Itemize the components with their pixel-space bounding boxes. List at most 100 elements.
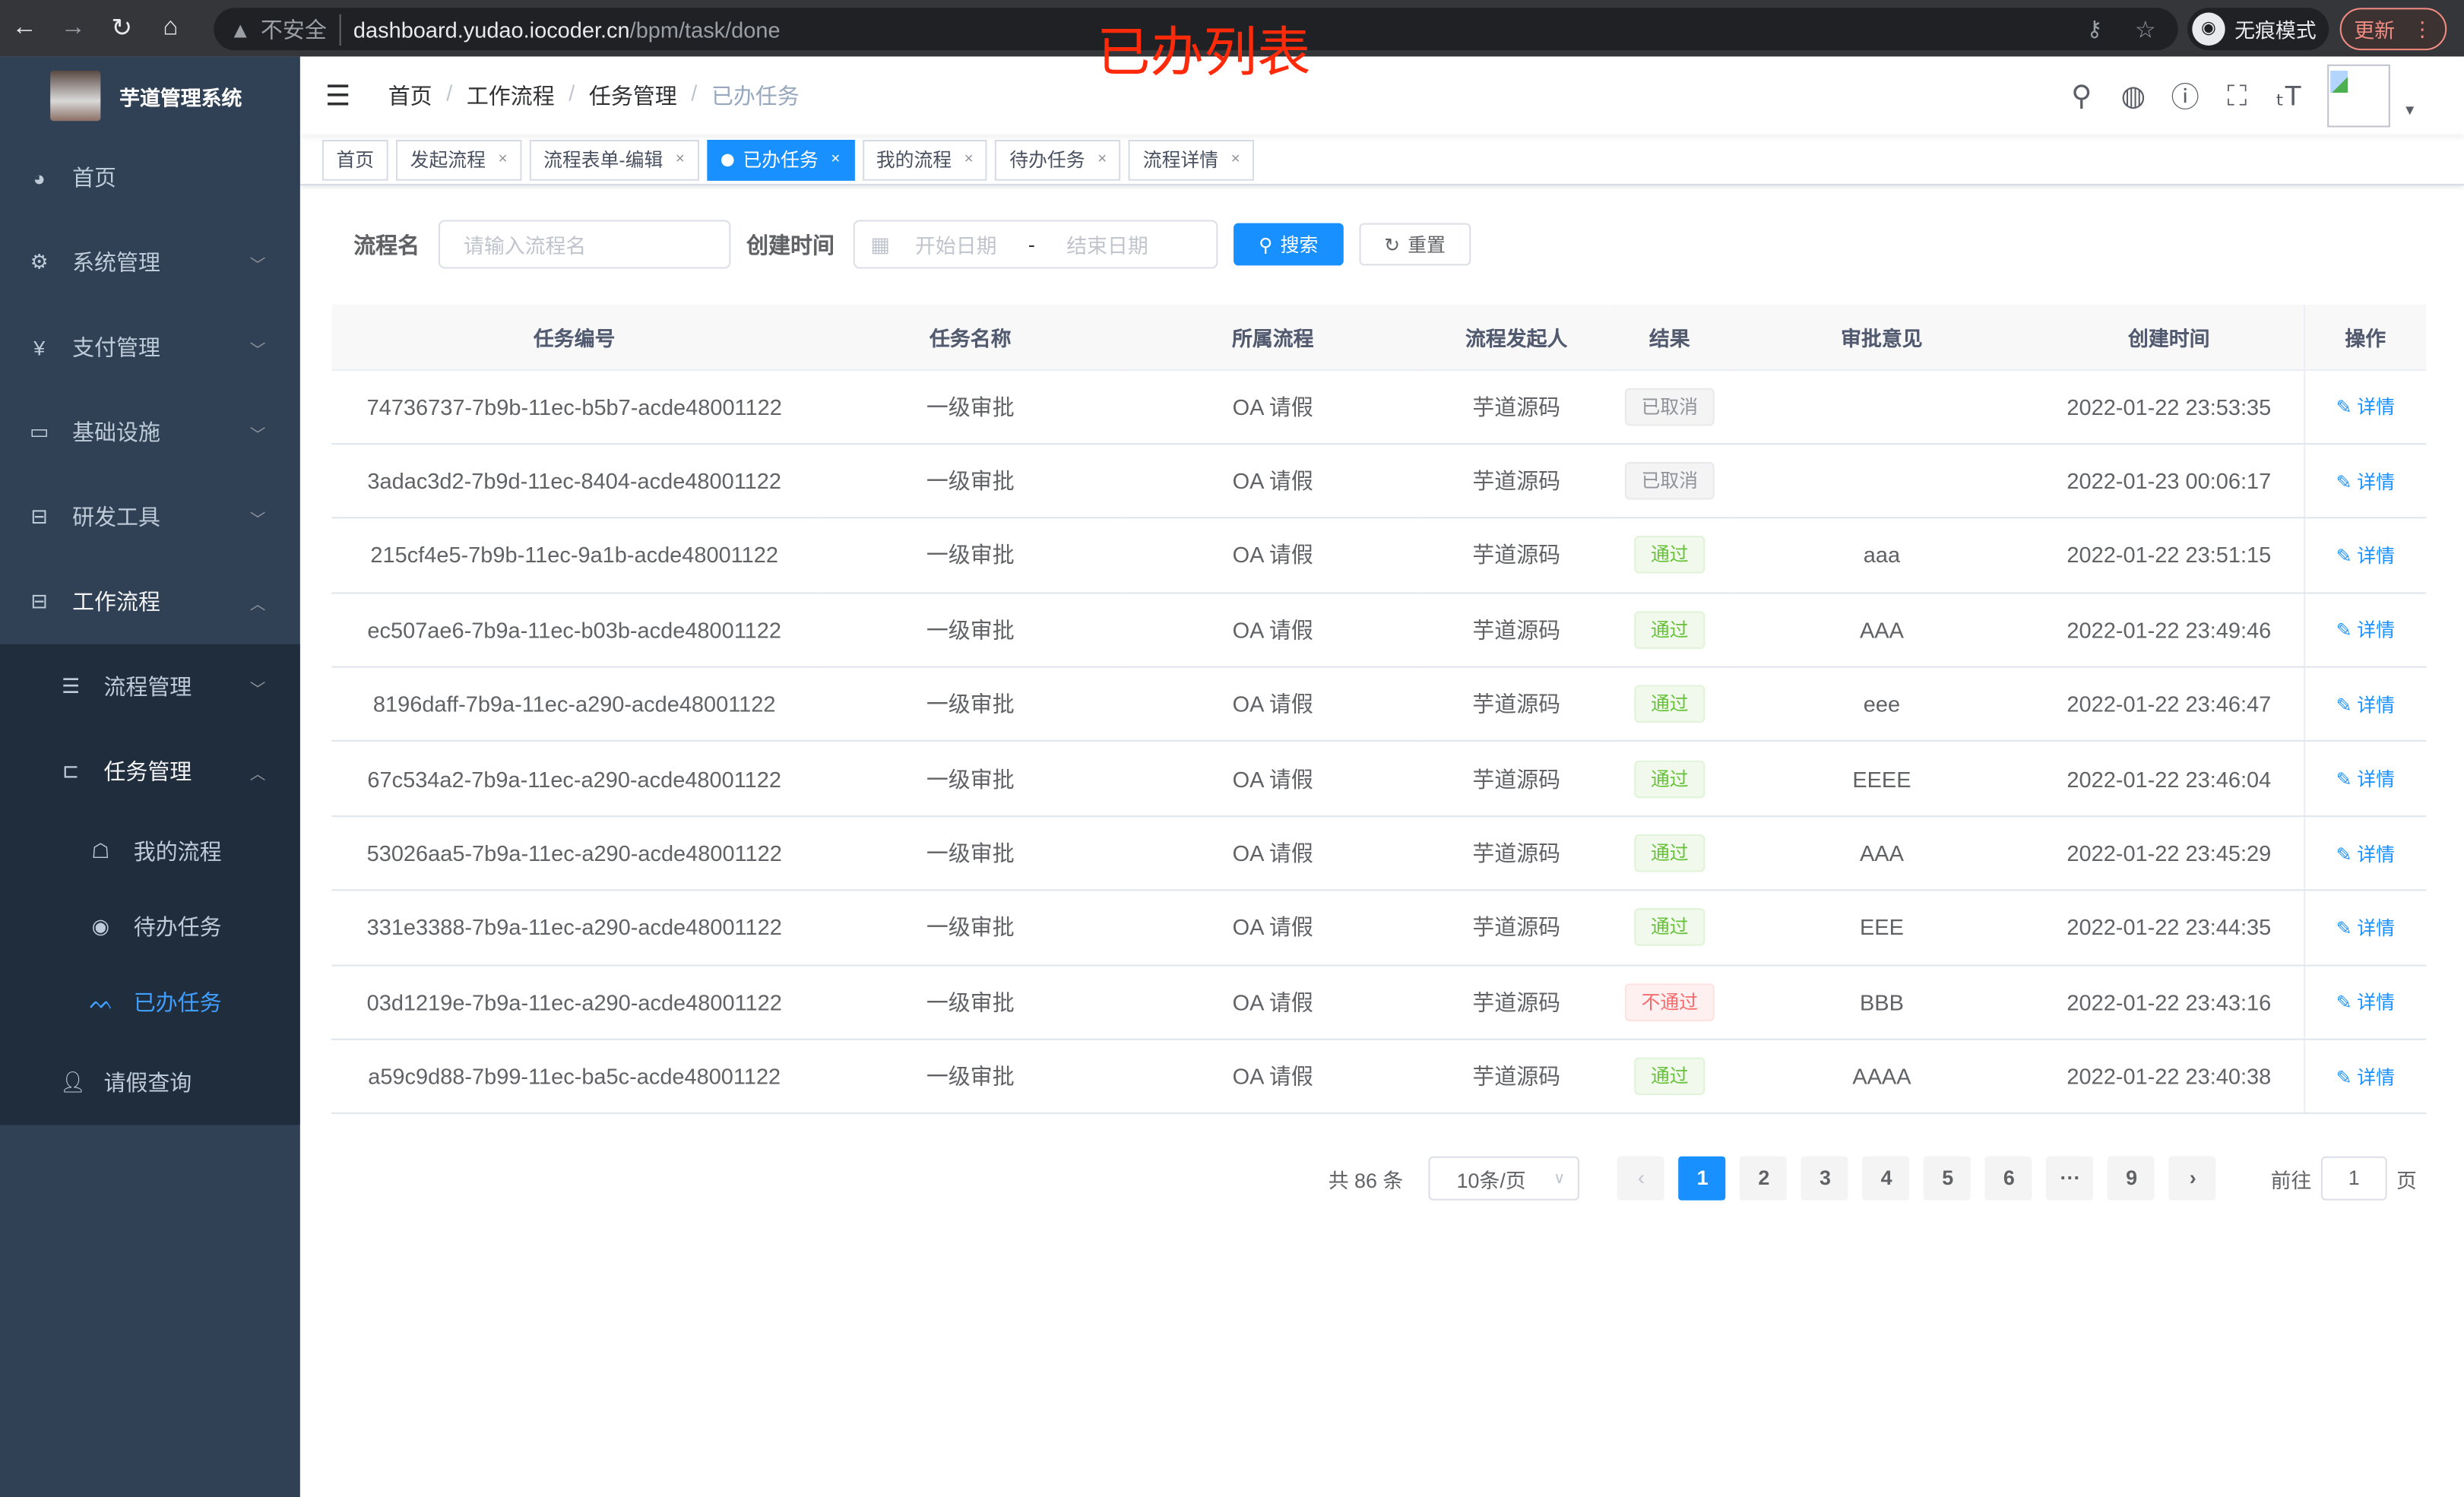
cell-starter: 芋道源码 <box>1422 369 1611 445</box>
detail-button[interactable]: ✎ 详情 <box>2336 992 2395 1014</box>
page-button[interactable]: 1 <box>1679 1156 1727 1201</box>
sidebar-item-infra[interactable]: ▭ 基础设施 ﹀ <box>0 390 300 475</box>
tab-6[interactable]: 流程详情 × <box>1129 138 1255 180</box>
detail-label: 详情 <box>2357 917 2395 940</box>
font-size-icon[interactable]: ₜT <box>2276 79 2302 111</box>
start-date-input[interactable]: 开始日期 <box>914 234 997 258</box>
page-button[interactable]: 2 <box>1740 1156 1788 1201</box>
tab-0[interactable]: 首页 <box>321 138 388 180</box>
sidebar-item-my-process[interactable]: ☖ 我的流程 <box>0 814 300 889</box>
sidebar-item-todo[interactable]: ◉ 待办任务 <box>0 889 300 964</box>
forward-icon[interactable]: → <box>60 14 86 41</box>
sidebar-item-pay[interactable]: ¥ 支付管理 ﹀ <box>0 305 300 390</box>
back-icon[interactable]: ← <box>11 14 37 41</box>
close-icon[interactable]: × <box>498 150 508 168</box>
cell-comment: EEEE <box>1728 741 2035 817</box>
tab-label: 流程详情 <box>1142 148 1219 171</box>
search-button[interactable]: ⚲ 搜索 <box>1234 223 1344 266</box>
goto-page-input[interactable]: 1 <box>2320 1156 2387 1201</box>
hamburger-icon[interactable]: ☰ <box>325 79 351 111</box>
detail-button[interactable]: ✎ 详情 <box>2336 917 2395 939</box>
tab-5[interactable]: 待办任务 × <box>995 138 1121 180</box>
end-date-input[interactable]: 结束日期 <box>1066 234 1148 258</box>
chevron-down-icon: ﹀ <box>249 426 266 445</box>
cell-id: ec507ae6-7b9a-11ec-b03b-acde48001122 <box>331 592 818 668</box>
key-icon[interactable]: ⚷ <box>2086 15 2103 41</box>
caret-down-icon[interactable]: ▼ <box>2402 102 2417 119</box>
sidebar-item-system[interactable]: ⚙ 系统管理 ﹀ <box>0 220 300 305</box>
help-icon[interactable]: ⓘ <box>2171 81 2200 113</box>
sidebar-item-task-manage[interactable]: ⊏ 任务管理 ︿ <box>0 729 300 814</box>
cell-starter: 芋道源码 <box>1422 741 1611 817</box>
range-separator: - <box>1028 233 1035 257</box>
tab-2[interactable]: 流程表单-编辑 × <box>529 138 699 180</box>
date-range-picker[interactable]: ▦ 开始日期 - 结束日期 <box>853 220 1218 269</box>
reload-icon[interactable]: ↻ <box>111 15 133 43</box>
page-button[interactable]: 9 <box>2108 1156 2155 1201</box>
sidebar-item-label: 基础设施 <box>72 419 160 445</box>
page-button[interactable]: 6 <box>1985 1156 2033 1201</box>
page-button[interactable]: ··· <box>2046 1156 2095 1201</box>
tab-3[interactable]: 已办任务 × <box>706 138 854 180</box>
detail-button[interactable]: ✎ 详情 <box>2336 694 2395 716</box>
dashboard-icon: ◕ <box>33 166 46 190</box>
fullscreen-icon[interactable]: ⛶ <box>2227 79 2247 111</box>
detail-button[interactable]: ✎ 详情 <box>2336 470 2395 492</box>
detail-button[interactable]: ✎ 详情 <box>2336 768 2395 790</box>
detail-button[interactable]: ✎ 详情 <box>2336 843 2395 865</box>
page-button[interactable]: 4 <box>1863 1156 1911 1201</box>
incognito-indicator[interactable]: ◉ 无痕模式 <box>2187 8 2329 51</box>
breadcrumb-home[interactable]: 首页 <box>388 83 432 109</box>
cell-name: 一级审批 <box>817 964 1124 1040</box>
address-bar[interactable]: ▲ 不安全 dashboard.yudao.iocoder.cn/bpm/tas… <box>214 8 2178 51</box>
cell-time: 2022-01-22 23:43:16 <box>2035 964 2304 1040</box>
detail-button[interactable]: ✎ 详情 <box>2336 619 2395 641</box>
breadcrumb-workflow[interactable]: 工作流程 <box>466 83 555 109</box>
sidebar-item-home[interactable]: ◕ 首页 <box>0 135 300 220</box>
cell-time: 2022-01-22 23:46:04 <box>2035 741 2304 817</box>
cell-id: 8196daff-7b9a-11ec-a290-acde48001122 <box>331 666 818 742</box>
detail-button[interactable]: ✎ 详情 <box>2336 396 2395 418</box>
edit-icon: ✎ <box>2336 545 2358 568</box>
cell-process: OA 请假 <box>1123 369 1423 445</box>
sidebar-logo[interactable]: 芋道管理系统 <box>0 56 300 135</box>
chevron-down-icon: ﹀ <box>249 681 266 699</box>
process-name-input[interactable]: 请输入流程名 <box>438 220 731 269</box>
reset-button[interactable]: ↻ 重置 <box>1359 223 1471 266</box>
detail-button[interactable]: ✎ 详情 <box>2336 545 2395 567</box>
next-page-button[interactable]: › <box>2169 1156 2217 1201</box>
page-button[interactable]: 5 <box>1924 1156 1972 1201</box>
sidebar-item-done[interactable]: ᨓ 已办任务 <box>0 965 300 1040</box>
close-icon[interactable]: × <box>1230 150 1240 168</box>
github-icon[interactable]: ◍ <box>2120 79 2146 111</box>
prev-page-button[interactable]: ‹ <box>1617 1156 1665 1201</box>
page-size-select[interactable]: 10条/页 ∨ <box>1428 1156 1579 1201</box>
cell-name: 一级审批 <box>817 815 1124 891</box>
cell-id: 3adac3d2-7b9d-11ec-8404-acde48001122 <box>331 443 818 519</box>
goto-label: 前往 <box>2270 1168 2312 1192</box>
eye-closed-icon: ᨓ <box>89 989 114 1014</box>
tab-1[interactable]: 发起流程 × <box>396 138 522 180</box>
close-icon[interactable]: × <box>831 150 841 168</box>
update-button[interactable]: 更新 ⋮ <box>2339 8 2447 51</box>
cell-action: ✎ 详情 <box>2303 517 2427 593</box>
breadcrumb: 首页 / 工作流程 / 任务管理 / 已办任务 <box>388 80 800 111</box>
star-icon[interactable]: ☆ <box>2134 16 2156 43</box>
home-icon[interactable]: ⌂ <box>163 14 179 41</box>
breadcrumb-task-manage[interactable]: 任务管理 <box>588 83 677 109</box>
cell-starter: 芋道源码 <box>1422 815 1611 891</box>
sidebar-item-process-manage[interactable]: ☰ 流程管理 ﹀ <box>0 644 300 730</box>
sidebar-item-devtools[interactable]: ⊟ 研发工具 ﹀ <box>0 474 300 559</box>
search-icon[interactable]: ⚲ <box>2071 79 2092 111</box>
close-icon[interactable]: × <box>964 150 974 168</box>
avatar[interactable] <box>2327 64 2390 128</box>
tab-4[interactable]: 我的流程 × <box>862 138 988 180</box>
cell-action: ✎ 详情 <box>2303 592 2427 668</box>
close-icon[interactable]: × <box>675 150 685 168</box>
sidebar-item-leave[interactable]: 👤︎ 请假查询 <box>0 1040 300 1125</box>
sidebar-item-label: 首页 <box>72 165 117 191</box>
page-button[interactable]: 3 <box>1801 1156 1849 1201</box>
sidebar-item-workflow[interactable]: ⊟ 工作流程 ︿ <box>0 559 300 644</box>
detail-button[interactable]: ✎ 详情 <box>2336 1066 2395 1088</box>
close-icon[interactable]: × <box>1097 150 1107 168</box>
